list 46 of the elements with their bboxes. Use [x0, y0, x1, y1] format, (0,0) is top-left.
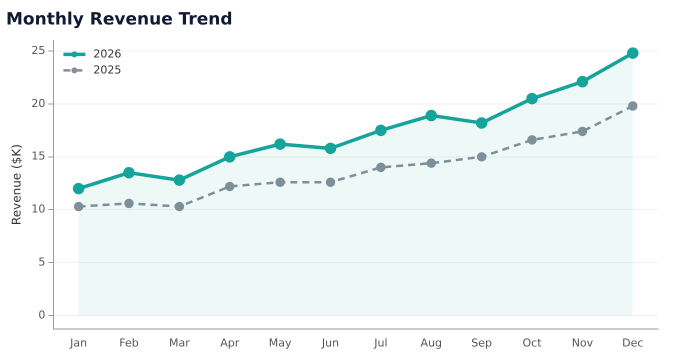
- x-tick-label: Nov: [572, 336, 594, 350]
- point: [476, 117, 488, 129]
- x-tick-label: Oct: [522, 336, 542, 350]
- point: [324, 142, 336, 154]
- point: [426, 110, 438, 122]
- chart-title: Monthly Revenue Trend: [6, 10, 233, 30]
- x-tick-label: Jul: [373, 336, 388, 350]
- point: [526, 92, 538, 104]
- y-tick-label: 20: [31, 96, 46, 110]
- point: [224, 151, 236, 163]
- y-tick-label: 25: [31, 44, 46, 57]
- point: [578, 126, 588, 136]
- point: [123, 166, 135, 178]
- point: [576, 76, 588, 88]
- point: [274, 138, 286, 150]
- x-tick-label: Jun: [320, 336, 340, 350]
- y-tick-label: 10: [31, 202, 46, 216]
- point: [627, 47, 639, 59]
- x-tick-label: May: [268, 336, 292, 350]
- point: [527, 135, 537, 145]
- y-tick-label: 0: [38, 308, 46, 322]
- x-tick-label: Mar: [168, 336, 190, 350]
- point: [376, 162, 386, 172]
- x-tick-label: Jan: [69, 336, 88, 350]
- point: [124, 198, 134, 208]
- x-tick-label: Aug: [420, 336, 442, 350]
- point: [628, 101, 638, 111]
- point: [72, 182, 84, 194]
- x-tick-label: Feb: [119, 336, 139, 350]
- legend-label: 2026: [93, 47, 122, 60]
- point: [275, 177, 285, 187]
- y-tick-label: 5: [38, 256, 46, 269]
- point: [224, 182, 234, 192]
- y-axis-title: Revenue ($K): [9, 144, 24, 226]
- point: [174, 202, 184, 212]
- y-tick-label: 15: [31, 150, 46, 163]
- point: [326, 177, 336, 187]
- point: [74, 202, 84, 212]
- x-tick-label: Apr: [220, 336, 240, 350]
- legend-label: 2025: [93, 63, 122, 76]
- point: [426, 158, 436, 168]
- point: [476, 152, 486, 162]
- x-tick-label: Dec: [622, 336, 644, 350]
- point: [375, 124, 387, 136]
- point: [174, 174, 186, 186]
- x-tick-label: Sep: [471, 336, 492, 350]
